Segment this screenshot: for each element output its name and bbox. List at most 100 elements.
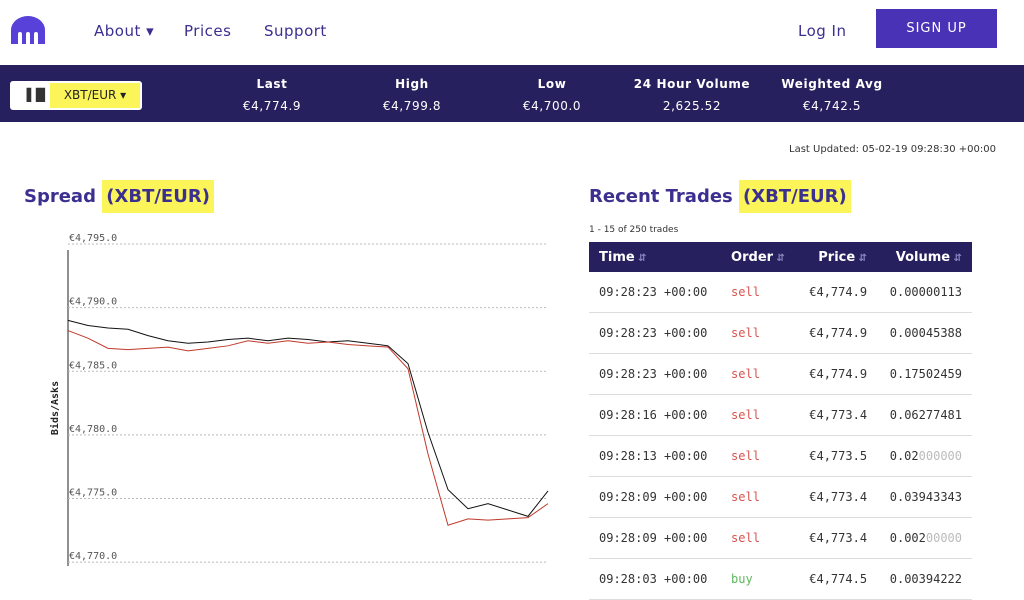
volume-pad: 000000 — [918, 449, 962, 463]
pair-selector[interactable]: ▐▐▌ XBT/EUR ▾ — [10, 81, 142, 110]
ticker-label: 24 Hour Volume — [633, 77, 751, 91]
spread-title: Spread — [24, 186, 96, 207]
volume-pad: 00000 — [925, 531, 962, 545]
trade-row: 09:28:23 +00:00 sell €4,774.9 0.00045388 — [589, 312, 972, 354]
trade-volume: 0.00045388 — [877, 312, 972, 354]
trade-volume: 0.03943343 — [877, 476, 972, 518]
trade-row: 09:28:13 +00:00 sell €4,773.5 0.02000000 — [589, 435, 972, 477]
trade-time: 09:28:16 +00:00 — [589, 394, 722, 436]
y-tick-label: €4,790.0 — [69, 297, 117, 308]
trade-row: 09:28:03 +00:00 buy €4,774.5 0.00394222 — [589, 558, 972, 600]
y-tick-label: €4,785.0 — [69, 360, 117, 371]
column-header[interactable]: Order ⇵ — [721, 242, 798, 272]
y-tick-label: €4,780.0 — [69, 424, 117, 435]
trade-price: €4,774.9 — [797, 272, 878, 313]
volume-main: 0.00394222 — [889, 572, 962, 586]
trade-price: €4,773.4 — [797, 517, 878, 559]
trade-volume: 0.17502459 — [877, 353, 972, 395]
trade-order: buy — [721, 558, 798, 600]
y-tick-label: €4,775.0 — [69, 488, 117, 499]
volume-main: 0.17502459 — [889, 367, 962, 381]
sort-icon[interactable]: ⇵ — [634, 252, 647, 264]
y-tick-label: €4,795.0 — [69, 233, 117, 244]
pair-text: XBT/EUR — [63, 88, 117, 102]
price-line — [67, 330, 549, 526]
ticker-value: €4,774.9 — [242, 99, 302, 113]
trade-volume: 0.00394222 — [877, 558, 972, 600]
ticker-value: €4,742.5 — [802, 99, 862, 113]
trade-time: 09:28:09 +00:00 — [589, 517, 722, 559]
trade-row: 09:28:09 +00:00 sell €4,773.4 0.03943343 — [589, 476, 972, 518]
column-header[interactable]: Price ⇵ — [797, 242, 878, 272]
trade-order: sell — [721, 312, 798, 354]
trades-count: 1 - 15 of 250 trades — [589, 225, 679, 235]
trade-volume: 0.00200000 — [877, 517, 972, 559]
trade-time: 09:28:23 +00:00 — [589, 353, 722, 395]
trade-price: €4,774.5 — [797, 558, 878, 600]
trade-row: 09:28:09 +00:00 sell €4,773.4 0.00200000 — [589, 517, 972, 559]
volume-main: 0.02 — [889, 449, 919, 463]
trade-row: 09:28:23 +00:00 sell €4,774.9 0.00000113 — [589, 272, 972, 313]
trade-time: 09:28:13 +00:00 — [589, 435, 722, 477]
y-tick-label: €4,770.0 — [69, 551, 117, 562]
volume-main: 0.03943343 — [889, 490, 962, 504]
trade-order: sell — [721, 272, 798, 313]
trade-order: sell — [721, 476, 798, 518]
trades-title: Recent Trades — [589, 186, 733, 207]
ticker-label: Low — [537, 77, 567, 91]
ticker-value: €4,799.8 — [382, 99, 442, 113]
logo[interactable] — [8, 14, 48, 48]
trades-pair: (XBT/EUR) — [739, 180, 851, 213]
column-header[interactable]: Volume ⇵ — [877, 242, 972, 272]
nav-prices[interactable]: Prices — [184, 22, 232, 40]
trade-order: sell — [721, 394, 798, 436]
trade-order: sell — [721, 435, 798, 477]
nav-about[interactable]: About ▾ — [94, 22, 155, 40]
last-updated: Last Updated: 05-02-19 09:28:30 +00:00 — [789, 144, 996, 155]
trade-time: 09:28:23 +00:00 — [589, 312, 722, 354]
pair-label: XBT/EUR ▾ — [50, 83, 140, 108]
volume-main: 0.00000113 — [889, 285, 962, 299]
trade-time: 09:28:03 +00:00 — [589, 558, 722, 600]
trade-price: €4,773.4 — [797, 394, 878, 436]
ticker-value: 2,625.52 — [662, 99, 722, 113]
trade-order: sell — [721, 353, 798, 395]
sort-icon[interactable]: ⇵ — [855, 252, 868, 264]
ticker-label: Weighted Avg — [781, 77, 883, 91]
volume-main: 0.002 — [889, 531, 926, 545]
trade-volume: 0.02000000 — [877, 435, 972, 477]
price-line — [67, 319, 549, 517]
ticker-label: High — [395, 77, 429, 91]
ticker-bar: ▐▐▌ XBT/EUR ▾ Last €4,774.9 High €4,799.8 Lo… — [0, 65, 1024, 122]
trade-time: 09:28:23 +00:00 — [589, 272, 722, 313]
trades-table: Time ⇵ Order ⇵ Price ⇵ Volume ⇵ 09:28:23 +00… — [589, 242, 972, 600]
trade-time: 09:28:09 +00:00 — [589, 476, 722, 518]
nav-support[interactable]: Support — [264, 22, 327, 40]
sort-icon[interactable]: ⇵ — [773, 252, 785, 264]
trade-row: 09:28:23 +00:00 sell €4,774.9 0.17502459 — [589, 353, 972, 395]
volume-main: 0.06277481 — [889, 408, 962, 422]
volume-main: 0.00045388 — [889, 326, 962, 340]
y-axis-label: Bids/Asks — [49, 381, 61, 435]
trade-price: €4,773.5 — [797, 435, 878, 477]
trade-price: €4,774.9 — [797, 353, 878, 395]
trade-order: sell — [721, 517, 798, 559]
ticker-label: Last — [256, 77, 288, 91]
trade-volume: 0.06277481 — [877, 394, 972, 436]
trade-volume: 0.00000113 — [877, 272, 972, 313]
ticker-value: €4,700.0 — [522, 99, 582, 113]
trades-heading: Recent Trades (XBT/EUR) — [589, 180, 851, 213]
chart-icon: ▐▐▌ — [22, 88, 50, 102]
login[interactable]: Log In — [798, 22, 847, 40]
spread-heading: Spread (XBT/EUR) — [24, 180, 214, 213]
column-header[interactable]: Time ⇵ — [589, 242, 722, 272]
trade-row: 09:28:16 +00:00 sell €4,773.4 0.06277481 — [589, 394, 972, 436]
spread-chart: Bids/Asks €4,795.0 €4,790.0 €4,785.0 €4,780… — [49, 233, 549, 566]
sort-icon[interactable]: ⇵ — [950, 252, 962, 264]
spread-pair: (XBT/EUR) — [102, 180, 214, 213]
nav-label: About — [94, 22, 141, 40]
trade-price: €4,774.9 — [797, 312, 878, 354]
signup-button[interactable]: SIGN UP — [876, 9, 997, 48]
trade-price: €4,773.4 — [797, 476, 878, 518]
